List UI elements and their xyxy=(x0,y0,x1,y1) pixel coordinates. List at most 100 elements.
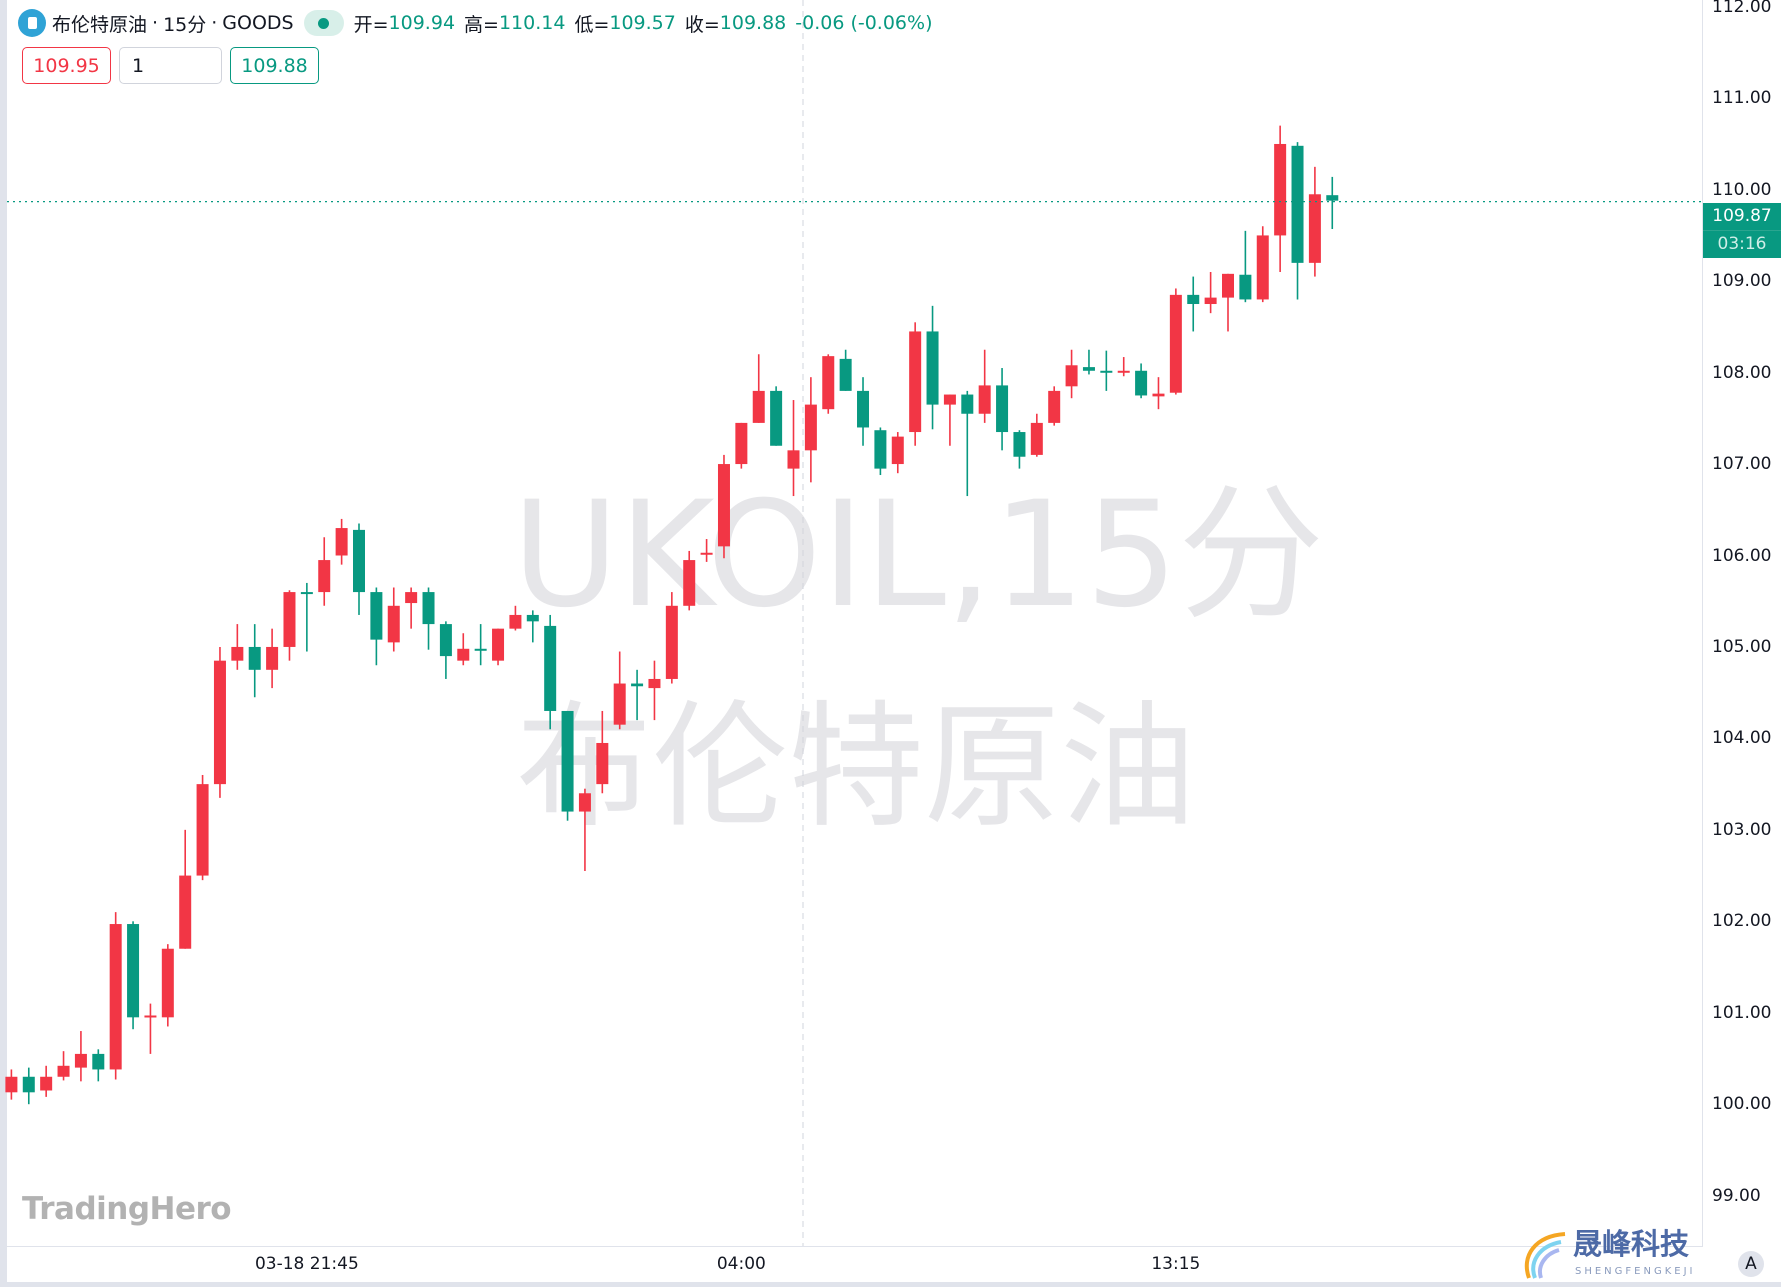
candle xyxy=(231,624,244,670)
market-open-dot-icon xyxy=(318,17,330,29)
candle xyxy=(405,587,418,629)
candle xyxy=(1117,357,1130,377)
candle xyxy=(1048,386,1061,426)
candle-body xyxy=(213,660,226,785)
candle xyxy=(40,1065,53,1097)
high-value: 110.14 xyxy=(498,12,566,34)
candle-body xyxy=(1065,365,1078,387)
candle-body xyxy=(822,356,835,410)
candle xyxy=(248,624,261,698)
candle xyxy=(1256,226,1269,303)
candle xyxy=(700,539,713,562)
candle-body xyxy=(961,394,974,414)
candle xyxy=(874,427,887,476)
candle-body xyxy=(526,614,539,622)
candle xyxy=(196,774,209,881)
candle xyxy=(318,537,331,606)
candle xyxy=(266,628,279,689)
candle-body xyxy=(1222,273,1234,298)
candle-body xyxy=(978,385,991,414)
brand-swirl-icon xyxy=(1524,1232,1566,1279)
candle-body xyxy=(943,394,956,405)
sell-button[interactable]: 109.95 xyxy=(22,47,111,84)
candle-body xyxy=(561,710,574,812)
candle xyxy=(109,912,122,1080)
candle xyxy=(57,1051,70,1081)
candle-body xyxy=(231,646,244,661)
candle-body xyxy=(492,628,505,661)
candle xyxy=(1082,349,1095,375)
candle-body xyxy=(1169,294,1182,393)
tradinghero-logo: TradingHero xyxy=(22,1191,232,1227)
price-axis-border xyxy=(1702,0,1703,1247)
exchange: GOODS xyxy=(222,12,294,34)
buy-button[interactable]: 109.88 xyxy=(230,47,319,84)
candle xyxy=(822,354,835,414)
candle-body xyxy=(318,560,331,593)
candle-body xyxy=(700,552,713,555)
candle-body xyxy=(1013,432,1026,457)
price-tick-label: 109.00 xyxy=(1712,271,1772,292)
candle-body xyxy=(457,648,470,661)
price-tick-label: 111.00 xyxy=(1712,88,1772,109)
candle xyxy=(5,1069,18,1100)
candle-body xyxy=(1256,235,1269,300)
candle xyxy=(1291,142,1304,300)
candle-body xyxy=(57,1065,70,1077)
candle xyxy=(683,550,696,611)
low-value: 109.57 xyxy=(609,12,676,34)
time-axis-border xyxy=(7,1246,1702,1247)
candle-body xyxy=(1135,370,1148,396)
candle-body xyxy=(335,528,348,556)
candle xyxy=(353,523,365,615)
candle-body xyxy=(353,529,365,593)
candle-body xyxy=(665,605,678,679)
candle xyxy=(22,1067,35,1105)
candle xyxy=(74,1031,87,1082)
candle-body xyxy=(127,924,140,1018)
close-value: 109.88 xyxy=(719,12,787,34)
price-tick-label: 100.00 xyxy=(1712,1094,1772,1115)
symbol-name[interactable]: 布伦特原油 xyxy=(52,13,148,36)
candle xyxy=(1274,125,1287,273)
candle-body xyxy=(248,646,261,670)
candle xyxy=(161,944,174,1027)
candle-body xyxy=(735,422,748,465)
watermark-name: 布伦特原油 xyxy=(516,689,1196,847)
candle xyxy=(474,624,487,666)
market-status-badge[interactable] xyxy=(303,10,344,36)
candle xyxy=(1013,430,1026,469)
candle xyxy=(300,582,313,652)
candle-body xyxy=(1152,393,1165,397)
candle xyxy=(648,660,661,721)
auto-scale-button[interactable]: A xyxy=(1738,1251,1764,1277)
candle-body xyxy=(300,592,313,595)
interval[interactable]: 15分 xyxy=(163,13,207,36)
candle xyxy=(804,377,817,483)
separator: · xyxy=(211,12,218,34)
candle-body xyxy=(387,605,400,643)
change-value: -0.06 (-0.06%) xyxy=(795,12,933,34)
candle xyxy=(509,605,522,631)
price-tick-label: 102.00 xyxy=(1712,911,1772,932)
price-tick-label: 106.00 xyxy=(1712,545,1772,566)
candle xyxy=(1152,377,1165,410)
quantity-input[interactable]: 1 xyxy=(119,47,222,84)
price-tick-label: 112.00 xyxy=(1712,0,1772,17)
bar-countdown: 03:16 xyxy=(1703,230,1781,257)
candle-body xyxy=(283,592,296,647)
candle-body xyxy=(405,592,418,604)
candle-body xyxy=(804,404,817,451)
brand-logo: 晟峰科技 SHENGFENGKEJI xyxy=(1515,1226,1715,1284)
candle xyxy=(127,921,140,1030)
price-tick-label: 101.00 xyxy=(1712,1002,1772,1023)
candle-body xyxy=(596,742,609,785)
candle-body xyxy=(1308,194,1321,263)
price-tick-label: 103.00 xyxy=(1712,819,1772,840)
time-tick-label: 13:15 xyxy=(1151,1254,1201,1274)
open-value: 109.94 xyxy=(388,12,456,34)
candle xyxy=(943,394,956,446)
candle-body xyxy=(1291,145,1304,263)
